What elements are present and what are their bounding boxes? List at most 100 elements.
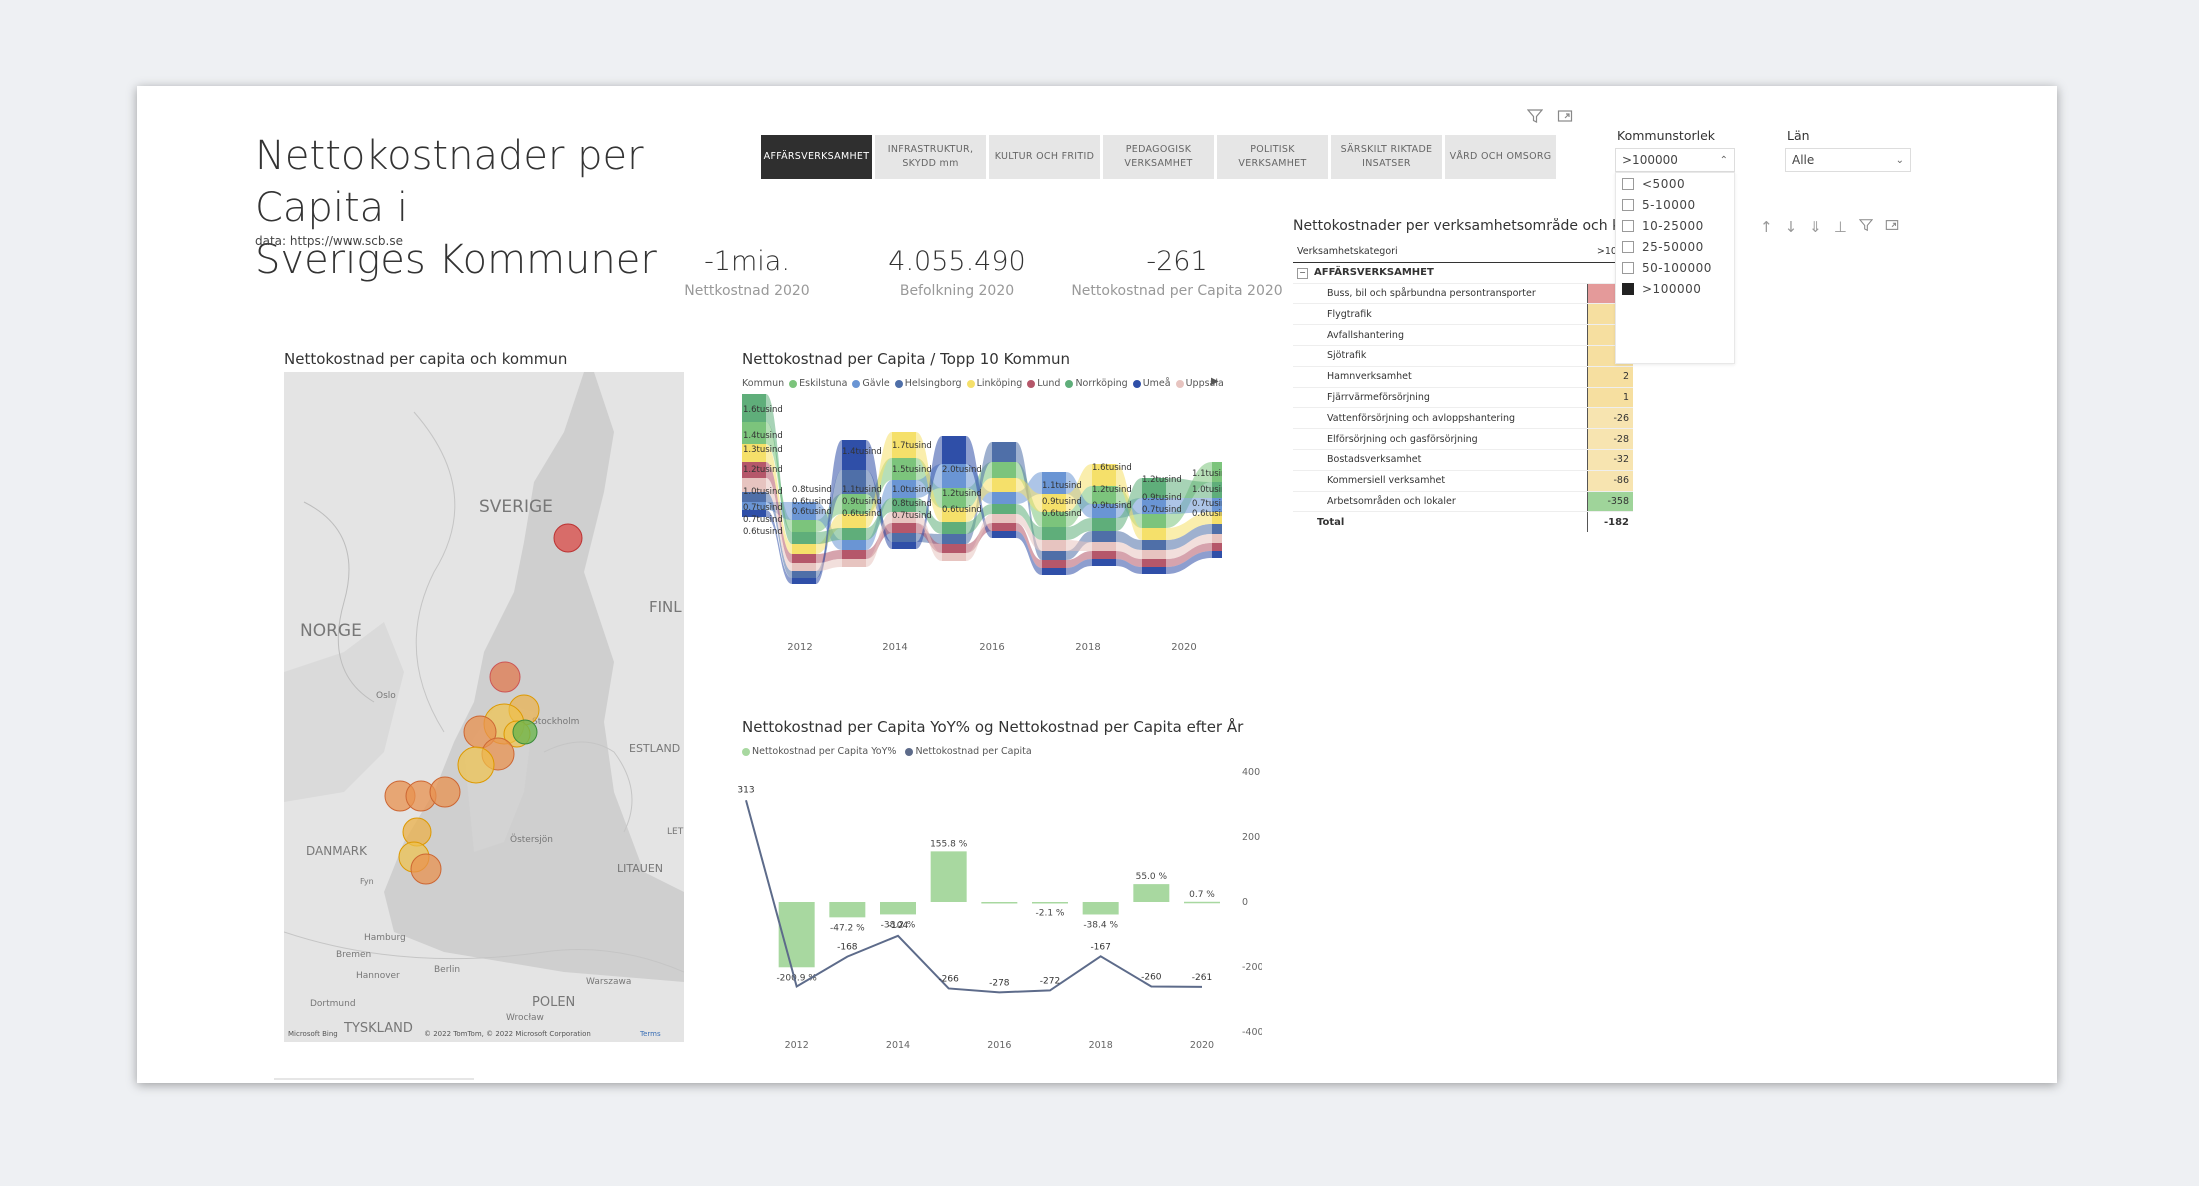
combo-chart[interactable]: 400 200 0 -200 -400 -200.9 % -47.2 % -38.2 % 155… [732, 762, 1262, 1052]
slicer-option[interactable]: 5-10000 [1616, 194, 1734, 215]
ribbon-segment[interactable] [792, 563, 816, 571]
slicer-option[interactable]: 10-25000 [1616, 215, 1734, 236]
matrix-filter-icon[interactable] [1858, 218, 1874, 236]
ribbon-segment[interactable] [742, 422, 766, 444]
slicer-option[interactable]: 50-100000 [1616, 257, 1734, 278]
ribbon-segment[interactable] [892, 542, 916, 549]
ribbon-segment[interactable] [742, 510, 766, 517]
ribbon-segment[interactable] [992, 478, 1016, 492]
ribbon-segment[interactable] [942, 522, 966, 534]
legend-item[interactable]: Norrköping [1065, 378, 1128, 389]
ribbon-segment[interactable] [842, 494, 866, 514]
tab-6[interactable]: VÅRD OCH OMSORG [1445, 135, 1556, 179]
bubble[interactable] [410, 853, 442, 885]
ribbon-segment[interactable] [942, 436, 966, 464]
ribbon-segment[interactable] [1042, 560, 1066, 568]
ribbon-segment[interactable] [942, 488, 966, 508]
ribbon-segment[interactable] [1092, 551, 1116, 559]
ribbon-segment[interactable] [1092, 559, 1116, 566]
ribbon-segment[interactable] [942, 534, 966, 544]
ribbon-segment[interactable] [1142, 559, 1166, 567]
ribbon-segment[interactable] [1212, 462, 1222, 482]
ribbon-segment[interactable] [1092, 531, 1116, 542]
tab-2[interactable]: KULTUR OCH FRITID [989, 135, 1100, 179]
ribbon-segment[interactable] [1042, 512, 1066, 527]
ribbon-segment[interactable] [942, 553, 966, 561]
tab-5[interactable]: SÄRSKILT RIKTADE INSATSER [1331, 135, 1442, 179]
checkbox[interactable] [1622, 198, 1634, 211]
yoy-bar[interactable] [1133, 884, 1170, 902]
ribbon-segment[interactable] [842, 559, 866, 567]
yoy-bar[interactable] [1184, 901, 1220, 904]
ribbon-segment[interactable] [842, 540, 866, 550]
ribbon-segment[interactable] [1042, 472, 1066, 494]
bubble-map[interactable]: SVERIGE NORGE FINL ESTLAND DANMARK LITAU… [284, 372, 684, 1042]
ribbon-segment[interactable] [1092, 486, 1116, 504]
yoy-bar[interactable] [1082, 902, 1119, 915]
matrix-row[interactable]: Sjötrafik3 [1293, 345, 1633, 367]
matrix-row[interactable]: Fjärrvärmeförsörjning 1 [1293, 387, 1633, 409]
ribbon-segment[interactable] [1142, 567, 1166, 574]
ribbon-segment[interactable] [1092, 542, 1116, 551]
collapse-icon[interactable]: − [1297, 267, 1308, 279]
ribbon-segment[interactable] [892, 498, 916, 512]
ribbon-segment[interactable] [742, 478, 766, 492]
ribbon-segment[interactable] [1212, 524, 1222, 534]
matrix-row[interactable]: Kommersiell verksamhet -86 [1293, 470, 1633, 492]
ribbon-segment[interactable] [1212, 482, 1222, 498]
yoy-bar[interactable] [930, 851, 967, 902]
ribbon-segment[interactable] [992, 442, 1016, 462]
ribbon-segment[interactable] [1142, 550, 1166, 559]
ribbon-segment[interactable] [792, 532, 816, 544]
ribbon-segment[interactable] [742, 492, 766, 502]
bubble[interactable] [429, 776, 461, 808]
slicer-option[interactable]: 25-50000 [1616, 236, 1734, 257]
map-terms-link[interactable]: Terms [639, 1030, 661, 1038]
ribbon-segment[interactable] [1042, 540, 1066, 551]
ribbon-segment[interactable] [992, 514, 1016, 523]
ribbon-segment[interactable] [842, 550, 866, 559]
legend-item[interactable]: Nettokostnad per Capita YoY% [742, 746, 896, 757]
ribbon-segment[interactable] [992, 504, 1016, 514]
matrix-focus-icon[interactable] [1885, 218, 1899, 236]
tab-1[interactable]: INFRASTRUKTUR, SKYDD mm [875, 135, 986, 179]
ribbon-segment[interactable] [742, 394, 766, 422]
ribbon-segment[interactable] [792, 520, 816, 532]
ribbon-segment[interactable] [892, 523, 916, 533]
checkbox[interactable] [1622, 177, 1634, 190]
ribbon-segment[interactable] [1212, 551, 1222, 558]
ribbon-segment[interactable] [742, 462, 766, 478]
drill-down-icon[interactable]: ↓ [1784, 218, 1798, 236]
slicer-option[interactable]: >100000 [1616, 278, 1734, 299]
matrix-row[interactable]: Bostadsverksamhet -32 [1293, 449, 1633, 471]
bubble[interactable] [553, 523, 583, 553]
ribbon-segment[interactable] [992, 531, 1016, 538]
bubble[interactable] [457, 746, 495, 784]
page-scrollbar[interactable] [274, 1078, 474, 1080]
ribbon-segment[interactable] [892, 432, 916, 458]
ribbon-segment[interactable] [892, 533, 916, 542]
matrix-visual[interactable]: Verksamhetskategori >1000 − AFFÄRSVERKSAM… [1293, 242, 1633, 533]
tab-4[interactable]: POLITISK VERKSAMHET [1217, 135, 1328, 179]
ribbon-segment[interactable] [792, 571, 816, 578]
ribbon-segment[interactable] [842, 528, 866, 540]
ribbon-segment[interactable] [942, 544, 966, 553]
kommunstorlek-dropdown[interactable]: >100000 ⌃ [1615, 148, 1735, 172]
yoy-bar[interactable] [981, 902, 1018, 904]
expand-next-level-icon[interactable]: ⇓ [1809, 218, 1822, 236]
legend-item[interactable]: Helsingborg [894, 378, 962, 389]
matrix-group-row[interactable]: − AFFÄRSVERKSAMHET [1293, 262, 1633, 284]
legend-next-arrow[interactable]: ▶ [1211, 376, 1219, 387]
legend-item[interactable]: Nettokostnad per Capita [905, 746, 1032, 757]
matrix-row[interactable]: Hamnverksamhet 2 [1293, 366, 1633, 388]
ribbon-segment[interactable] [1212, 512, 1222, 524]
ribbon-segment[interactable] [1042, 527, 1066, 540]
ribbon-chart[interactable]: 1.6tusind 1.4tusind 1.3tusind 1.2tusind 1.0t… [742, 392, 1222, 662]
matrix-row[interactable]: Flygtrafik [1293, 303, 1633, 326]
bubble[interactable] [512, 719, 538, 745]
ribbon-segment[interactable] [1212, 498, 1222, 512]
checkbox[interactable] [1622, 261, 1634, 274]
matrix-row[interactable]: Buss, bil och spårbundna persontransport… [1293, 283, 1633, 305]
ribbon-segment[interactable] [892, 512, 916, 523]
focus-mode-icon[interactable] [1557, 108, 1573, 128]
